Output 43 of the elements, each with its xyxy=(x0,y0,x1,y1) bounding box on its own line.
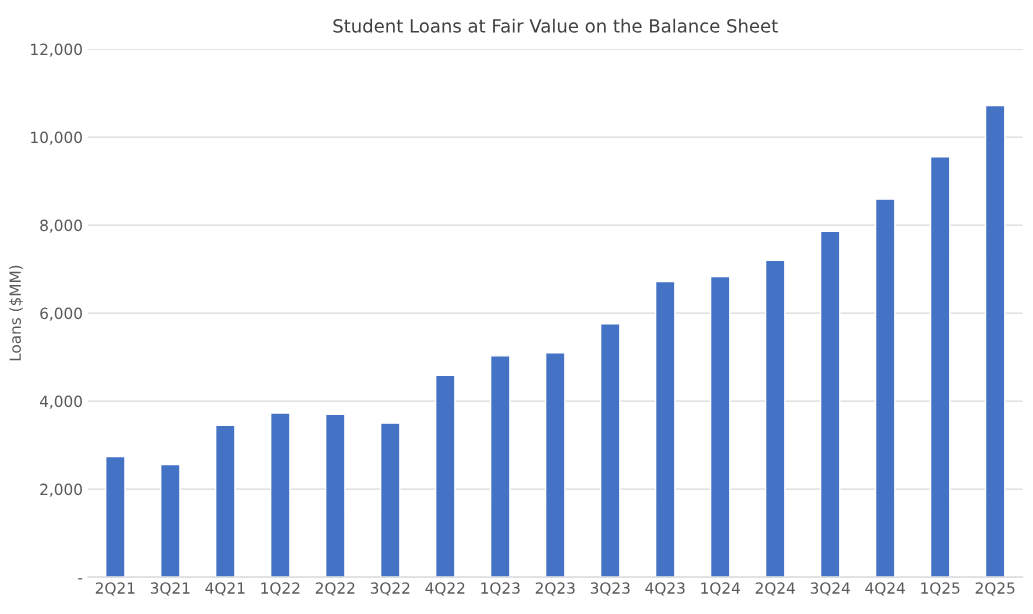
y-tick-label: 4,000 xyxy=(39,395,82,409)
bar xyxy=(599,323,621,578)
bar xyxy=(929,156,951,578)
chart-title: Student Loans at Fair Value on the Balance Sheet xyxy=(333,18,778,33)
x-tick-label: 3Q23 xyxy=(590,582,630,596)
bar xyxy=(544,352,566,578)
x-tick-label: 4Q23 xyxy=(645,582,685,596)
bar xyxy=(324,413,346,578)
bar xyxy=(819,230,841,578)
x-tick-label: 4Q22 xyxy=(425,582,465,596)
x-tick-label: 1Q24 xyxy=(701,582,740,596)
bar xyxy=(104,455,126,578)
bar xyxy=(984,104,1006,578)
y-tick-label: 8,000 xyxy=(40,219,82,233)
y-tick-label: 12,000 xyxy=(31,43,82,57)
bar xyxy=(764,259,786,578)
bar xyxy=(159,463,181,578)
y-tick-label: 6,000 xyxy=(40,307,82,321)
x-tick-label: 3Q21 xyxy=(150,582,190,596)
bar xyxy=(874,198,896,578)
y-tick-label: 2,000 xyxy=(40,483,82,497)
bar xyxy=(269,412,291,578)
y-tick-label: 10,000 xyxy=(31,131,82,145)
x-tick-label: 2Q23 xyxy=(535,582,575,596)
x-tick-label: 2Q21 xyxy=(95,582,135,596)
x-tick-label: 4Q21 xyxy=(205,582,245,596)
x-tick-label: 1Q23 xyxy=(481,582,520,596)
bar xyxy=(214,424,236,578)
bar xyxy=(379,422,401,578)
bar xyxy=(489,355,511,578)
bar xyxy=(709,275,731,578)
x-tick-label: 2Q25 xyxy=(975,582,1015,596)
bar xyxy=(434,374,456,578)
x-tick-label: 3Q24 xyxy=(810,582,850,596)
x-tick-label: 2Q24 xyxy=(755,582,795,596)
y-tick-label: - xyxy=(78,578,83,580)
x-tick-label: 1Q22 xyxy=(261,582,300,596)
x-tick-label: 4Q24 xyxy=(865,582,905,596)
x-tick-label: 2Q22 xyxy=(315,582,355,596)
x-tick-label: 3Q22 xyxy=(370,582,410,596)
bar xyxy=(654,280,676,578)
y-axis-title: Loans ($MM) xyxy=(9,265,23,361)
x-tick-label: 1Q25 xyxy=(921,582,960,596)
